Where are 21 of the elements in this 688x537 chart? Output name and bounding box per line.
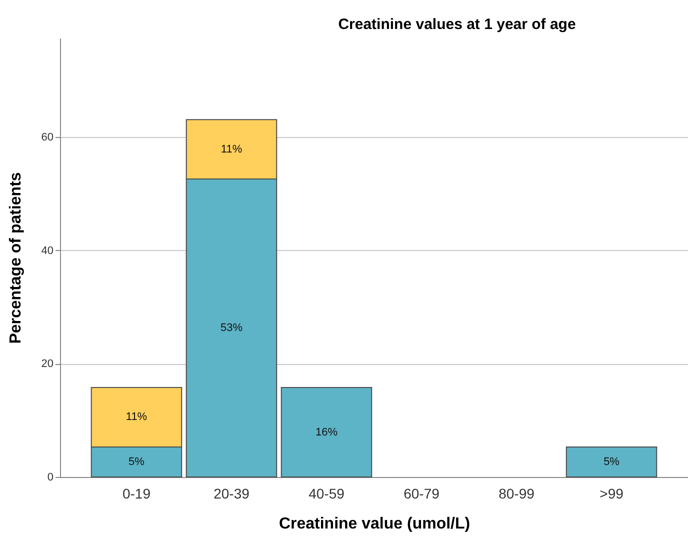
x-axis-title: Creatinine value (umol/L)	[278, 516, 470, 532]
data-label: 11%	[126, 411, 148, 424]
data-label: 53%	[220, 322, 243, 334]
x-tick-label: 20-39	[214, 486, 250, 502]
x-tick-label: >99	[600, 486, 624, 502]
chart-title: Creatinine values at 1 year of age	[338, 16, 576, 33]
data-label: 5%	[128, 456, 145, 468]
y-tick-label: 20	[41, 358, 54, 370]
bar	[280, 387, 372, 478]
y-tick-label: 60	[41, 132, 54, 144]
x-tick-label: 80-99	[498, 486, 535, 502]
bar	[566, 446, 658, 478]
y-tick-label: 0	[47, 472, 54, 484]
y-axis-title: Percentage of patients	[7, 172, 24, 344]
x-tick-label: 0-19	[122, 486, 151, 502]
x-tick-label: 40-59	[308, 486, 345, 502]
data-label: 11%	[220, 143, 242, 156]
y-tick-label: 40	[41, 244, 54, 257]
data-label: 5%	[604, 456, 620, 468]
data-label: 16%	[315, 426, 338, 438]
x-tick-label: 60-79	[404, 486, 440, 502]
